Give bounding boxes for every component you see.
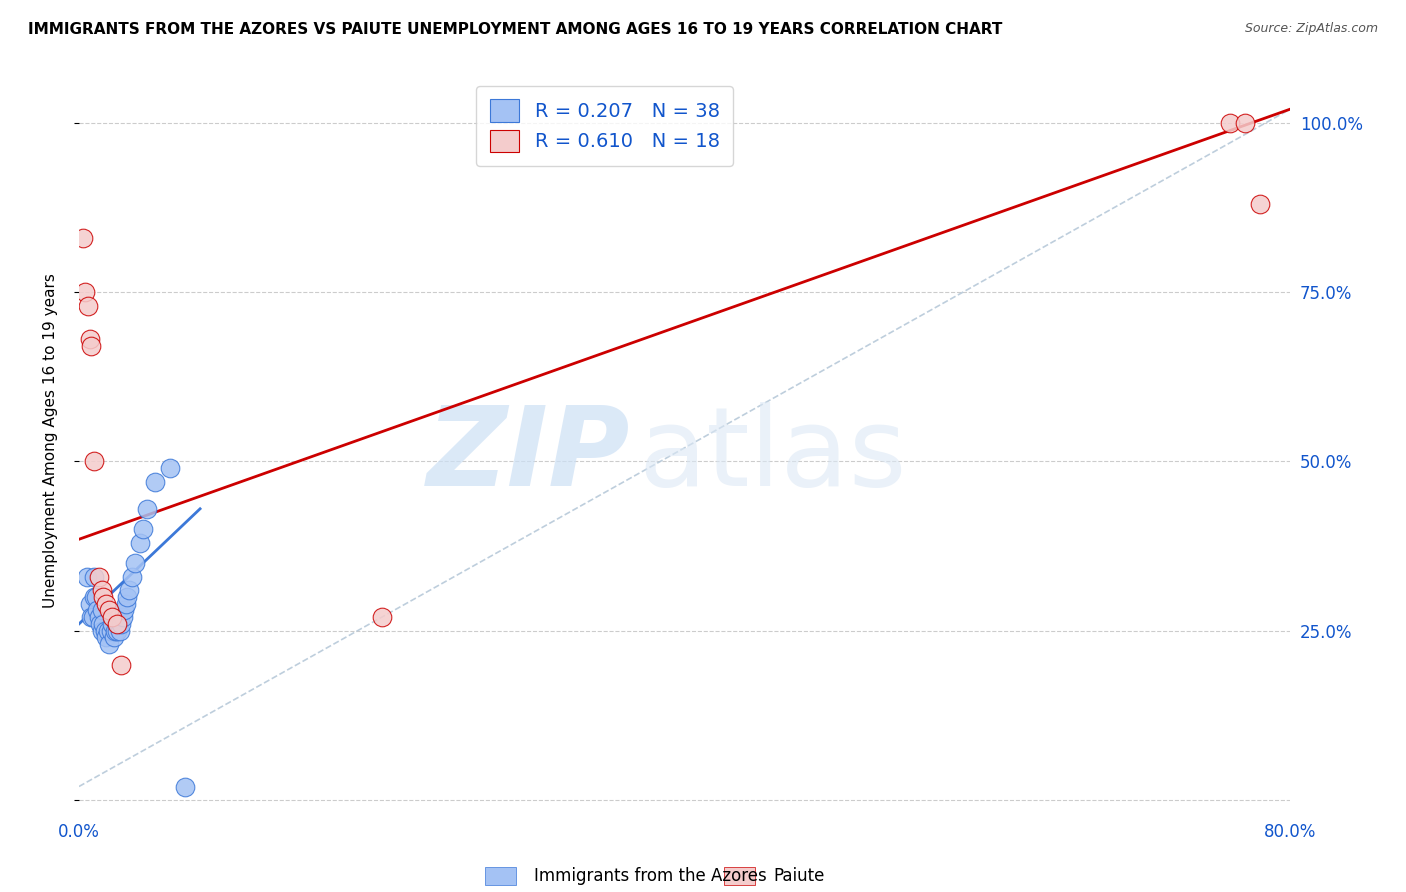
- Point: [112, 603, 135, 617]
- Point: [118, 583, 141, 598]
- Point: [90, 603, 112, 617]
- Point: [105, 616, 128, 631]
- Point: [98, 637, 121, 651]
- Point: [73, 285, 96, 299]
- Point: [83, 590, 105, 604]
- Point: [115, 597, 138, 611]
- Y-axis label: Unemployment Among Ages 16 to 19 years: Unemployment Among Ages 16 to 19 years: [44, 274, 58, 608]
- Point: [143, 475, 166, 489]
- Point: [107, 616, 129, 631]
- Text: Paiute: Paiute: [773, 867, 825, 885]
- Point: [90, 624, 112, 638]
- Point: [104, 624, 127, 638]
- Point: [110, 616, 132, 631]
- Point: [87, 569, 110, 583]
- Text: Source: ZipAtlas.com: Source: ZipAtlas.com: [1244, 22, 1378, 36]
- Point: [1249, 197, 1271, 211]
- Point: [117, 590, 139, 604]
- Point: [97, 624, 120, 638]
- Point: [111, 610, 134, 624]
- Point: [96, 597, 118, 611]
- Point: [108, 624, 131, 638]
- Legend: R = 0.207   N = 38, R = 0.610   N = 18: R = 0.207 N = 38, R = 0.610 N = 18: [477, 86, 733, 166]
- Text: atlas: atlas: [638, 402, 907, 509]
- Point: [83, 569, 105, 583]
- Point: [86, 603, 108, 617]
- Point: [124, 556, 146, 570]
- Point: [79, 333, 101, 347]
- Point: [371, 610, 394, 624]
- Point: [101, 616, 124, 631]
- Point: [105, 624, 128, 638]
- Point: [80, 339, 103, 353]
- Point: [72, 231, 94, 245]
- Point: [128, 535, 150, 549]
- Point: [136, 501, 159, 516]
- Point: [82, 610, 104, 624]
- Point: [80, 610, 103, 624]
- Point: [110, 657, 132, 672]
- Point: [1219, 116, 1241, 130]
- Point: [91, 616, 114, 631]
- Point: [131, 522, 153, 536]
- Point: [98, 603, 121, 617]
- Point: [76, 569, 98, 583]
- Point: [121, 569, 143, 583]
- Point: [159, 461, 181, 475]
- Point: [93, 624, 115, 638]
- Point: [89, 616, 111, 631]
- Point: [1233, 116, 1256, 130]
- Point: [77, 299, 100, 313]
- Point: [79, 597, 101, 611]
- Point: [103, 631, 125, 645]
- Point: [87, 610, 110, 624]
- Text: Immigrants from the Azores: Immigrants from the Azores: [534, 867, 768, 885]
- Point: [83, 454, 105, 468]
- Point: [90, 583, 112, 598]
- Text: IMMIGRANTS FROM THE AZORES VS PAIUTE UNEMPLOYMENT AMONG AGES 16 TO 19 YEARS CORR: IMMIGRANTS FROM THE AZORES VS PAIUTE UNE…: [28, 22, 1002, 37]
- Point: [84, 590, 107, 604]
- Point: [96, 631, 118, 645]
- Point: [174, 780, 197, 794]
- Text: ZIP: ZIP: [426, 402, 630, 509]
- Point: [91, 590, 114, 604]
- Point: [100, 624, 122, 638]
- Point: [101, 610, 124, 624]
